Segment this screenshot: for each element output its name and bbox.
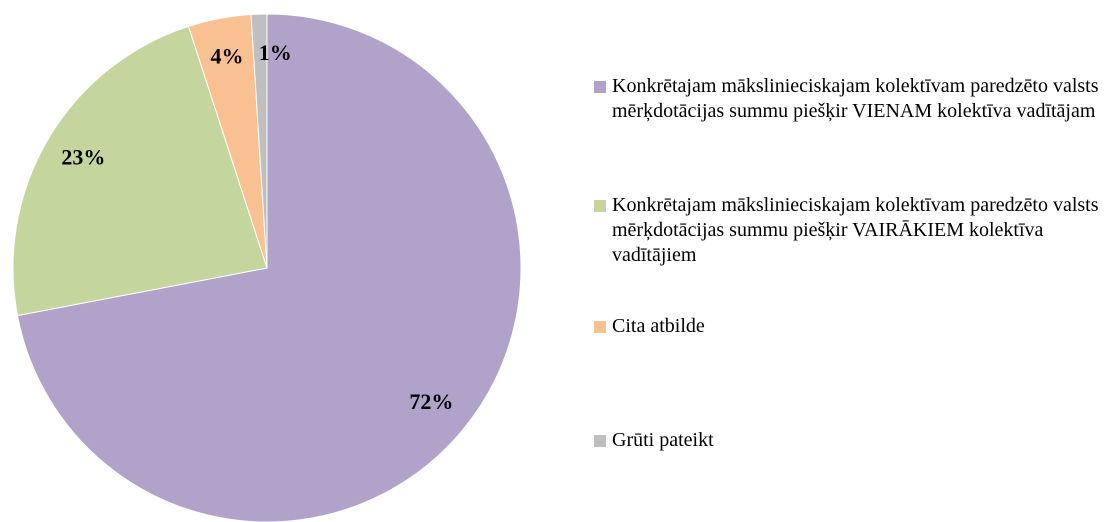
- pie-slice: [12, 25, 268, 317]
- legend-swatch: [594, 435, 606, 447]
- legend-label: Grūti pateikt: [612, 429, 714, 451]
- legend-swatch: [594, 200, 606, 212]
- data-label: 4%: [211, 43, 244, 68]
- legend-label: Konkrētajam mākslinieciskajam kolektīvam…: [612, 194, 1099, 266]
- legend-swatch: [594, 321, 606, 333]
- pie-slice: [250, 13, 268, 269]
- data-label: 1%: [259, 40, 292, 65]
- legend-swatch: [594, 81, 606, 93]
- data-label: 72%: [409, 389, 453, 414]
- data-label: 23%: [61, 144, 105, 169]
- legend-label: Konkrētajam mākslinieciskajam kolektīvam…: [612, 75, 1099, 122]
- pie-slice: [16, 13, 522, 522]
- legend-label: Cita atbilde: [612, 315, 705, 337]
